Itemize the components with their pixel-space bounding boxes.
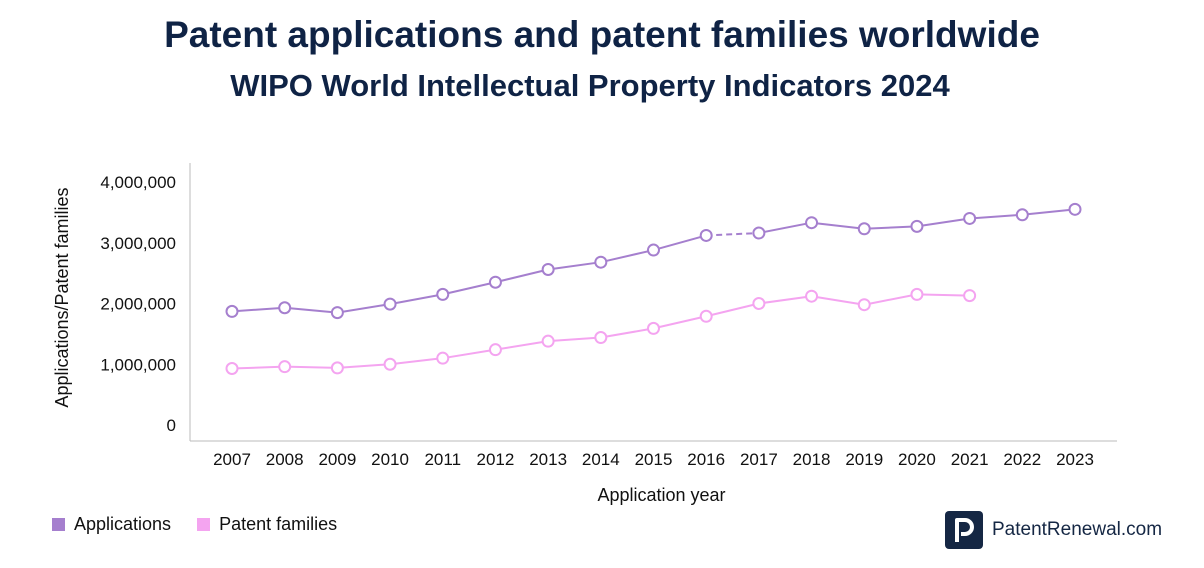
data-point-patent-families — [910, 287, 924, 301]
brand: PatentRenewal.com — [945, 511, 1162, 549]
series-line-segment-applications — [1022, 208, 1076, 216]
series-line-segment-applications — [495, 268, 549, 284]
series-line-segment-patent-families — [811, 295, 865, 306]
legend-label-patent-families: Patent families — [219, 514, 338, 534]
series-line-segment-applications — [284, 306, 338, 314]
series-line-segment-applications — [864, 225, 917, 230]
y-tick-label: 4,000,000 — [100, 173, 176, 192]
series-line-segment-applications — [547, 261, 601, 271]
x-tick-label: 2013 — [529, 450, 567, 469]
chart-subtitle: WIPO World Intellectual Property Indicat… — [230, 68, 950, 103]
series-line-segment-applications — [811, 221, 865, 230]
y-tick-label: 1,000,000 — [100, 355, 176, 374]
x-tick-label: 2008 — [266, 450, 304, 469]
data-point-patent-families — [594, 331, 608, 345]
series-line-segment-patent-families — [442, 348, 496, 360]
x-tick-label: 2020 — [898, 450, 936, 469]
x-tick-label: 2009 — [318, 450, 356, 469]
x-tick-label: 2007 — [213, 450, 251, 469]
x-tick-label: 2012 — [477, 450, 515, 469]
data-point-applications — [225, 304, 239, 318]
data-point-patent-families — [699, 309, 713, 323]
series-line-segment-applications — [337, 303, 391, 314]
legend-item-applications: Applications — [52, 514, 171, 535]
data-point-patent-families — [278, 360, 292, 374]
data-point-patent-families — [488, 343, 502, 357]
series-line-segment-applications — [706, 232, 759, 237]
series-line-segment-patent-families — [548, 336, 601, 343]
data-point-applications — [278, 301, 292, 315]
y-tick-label: 0 — [167, 416, 176, 435]
x-tick-label: 2019 — [845, 450, 883, 469]
series-line-segment-patent-families — [758, 295, 812, 305]
x-tick-label: 2017 — [740, 450, 778, 469]
legend-swatch-patent-families — [197, 518, 211, 531]
x-axis-title: Application year — [597, 485, 725, 505]
data-point-applications — [857, 222, 871, 236]
series-line-segment-patent-families — [495, 340, 549, 351]
data-point-patent-families — [857, 298, 871, 312]
series-line-segment-applications — [758, 221, 812, 235]
legend: Applications Patent families — [52, 514, 363, 535]
data-point-applications — [647, 243, 660, 257]
series-line-segment-patent-families — [864, 293, 918, 306]
data-point-applications — [488, 275, 502, 289]
series-line-segment-applications — [600, 249, 654, 264]
data-point-patent-families — [541, 334, 555, 348]
data-point-applications — [383, 297, 397, 311]
legend-item-patent-families: Patent families — [197, 514, 337, 535]
series-line-segment-applications — [389, 293, 443, 306]
x-tick-label: 2023 — [1056, 450, 1094, 469]
x-tick-label: 2016 — [687, 450, 725, 469]
x-tick-label: 2018 — [793, 450, 831, 469]
data-point-patent-families — [805, 289, 819, 303]
data-point-applications — [910, 219, 924, 233]
series-line-segment-applications — [231, 306, 285, 313]
series-line-segment-patent-families — [389, 357, 443, 366]
x-tick-label: 2011 — [424, 450, 461, 469]
data-point-patent-families — [963, 289, 977, 303]
data-point-applications — [436, 287, 450, 301]
x-tick-label: 2021 — [951, 450, 989, 469]
x-tick-label: 2022 — [1003, 450, 1041, 469]
legend-swatch-applications — [52, 518, 65, 531]
series-line-segment-patent-families — [284, 365, 338, 369]
data-point-applications — [963, 211, 977, 225]
x-tick-label: 2010 — [371, 450, 409, 469]
data-point-applications — [699, 228, 713, 242]
data-point-applications — [752, 226, 766, 240]
data-point-patent-families — [225, 362, 239, 376]
data-point-patent-families — [383, 357, 397, 371]
data-point-patent-families — [330, 361, 344, 375]
legend-label-applications: Applications — [74, 514, 172, 534]
y-tick-label: 3,000,000 — [100, 234, 176, 253]
series-line-segment-patent-families — [916, 293, 970, 297]
series-line-segment-applications — [969, 213, 1023, 220]
brand-name: PatentRenewal.com — [992, 519, 1163, 540]
series-line-segment-applications — [916, 217, 970, 228]
data-point-applications — [1015, 208, 1029, 222]
data-point-patent-families — [752, 297, 766, 310]
y-tick-label: 2,000,000 — [100, 295, 176, 314]
series-line-segment-patent-families — [705, 302, 760, 318]
data-point-applications — [541, 262, 555, 276]
x-tick-label: 2015 — [635, 450, 673, 469]
chart-title: Patent applications and patent families … — [164, 14, 1040, 55]
data-point-applications — [594, 255, 608, 269]
p-letter-icon — [945, 511, 983, 549]
series-line-segment-applications — [653, 234, 707, 252]
data-point-applications — [805, 216, 819, 230]
data-point-applications — [1068, 202, 1082, 216]
series-line-segment-applications — [442, 281, 496, 296]
data-point-applications — [330, 306, 344, 320]
series-line-segment-patent-families — [600, 327, 654, 339]
series-line-segment-patent-families — [231, 365, 285, 370]
y-axis-title: Applications/Patent families — [52, 187, 72, 407]
series-line-segment-patent-families — [653, 315, 707, 330]
data-point-patent-families — [436, 351, 450, 365]
x-tick-label: 2014 — [582, 450, 620, 469]
series-line-segment-patent-families — [337, 363, 391, 369]
data-point-patent-families — [647, 321, 660, 335]
